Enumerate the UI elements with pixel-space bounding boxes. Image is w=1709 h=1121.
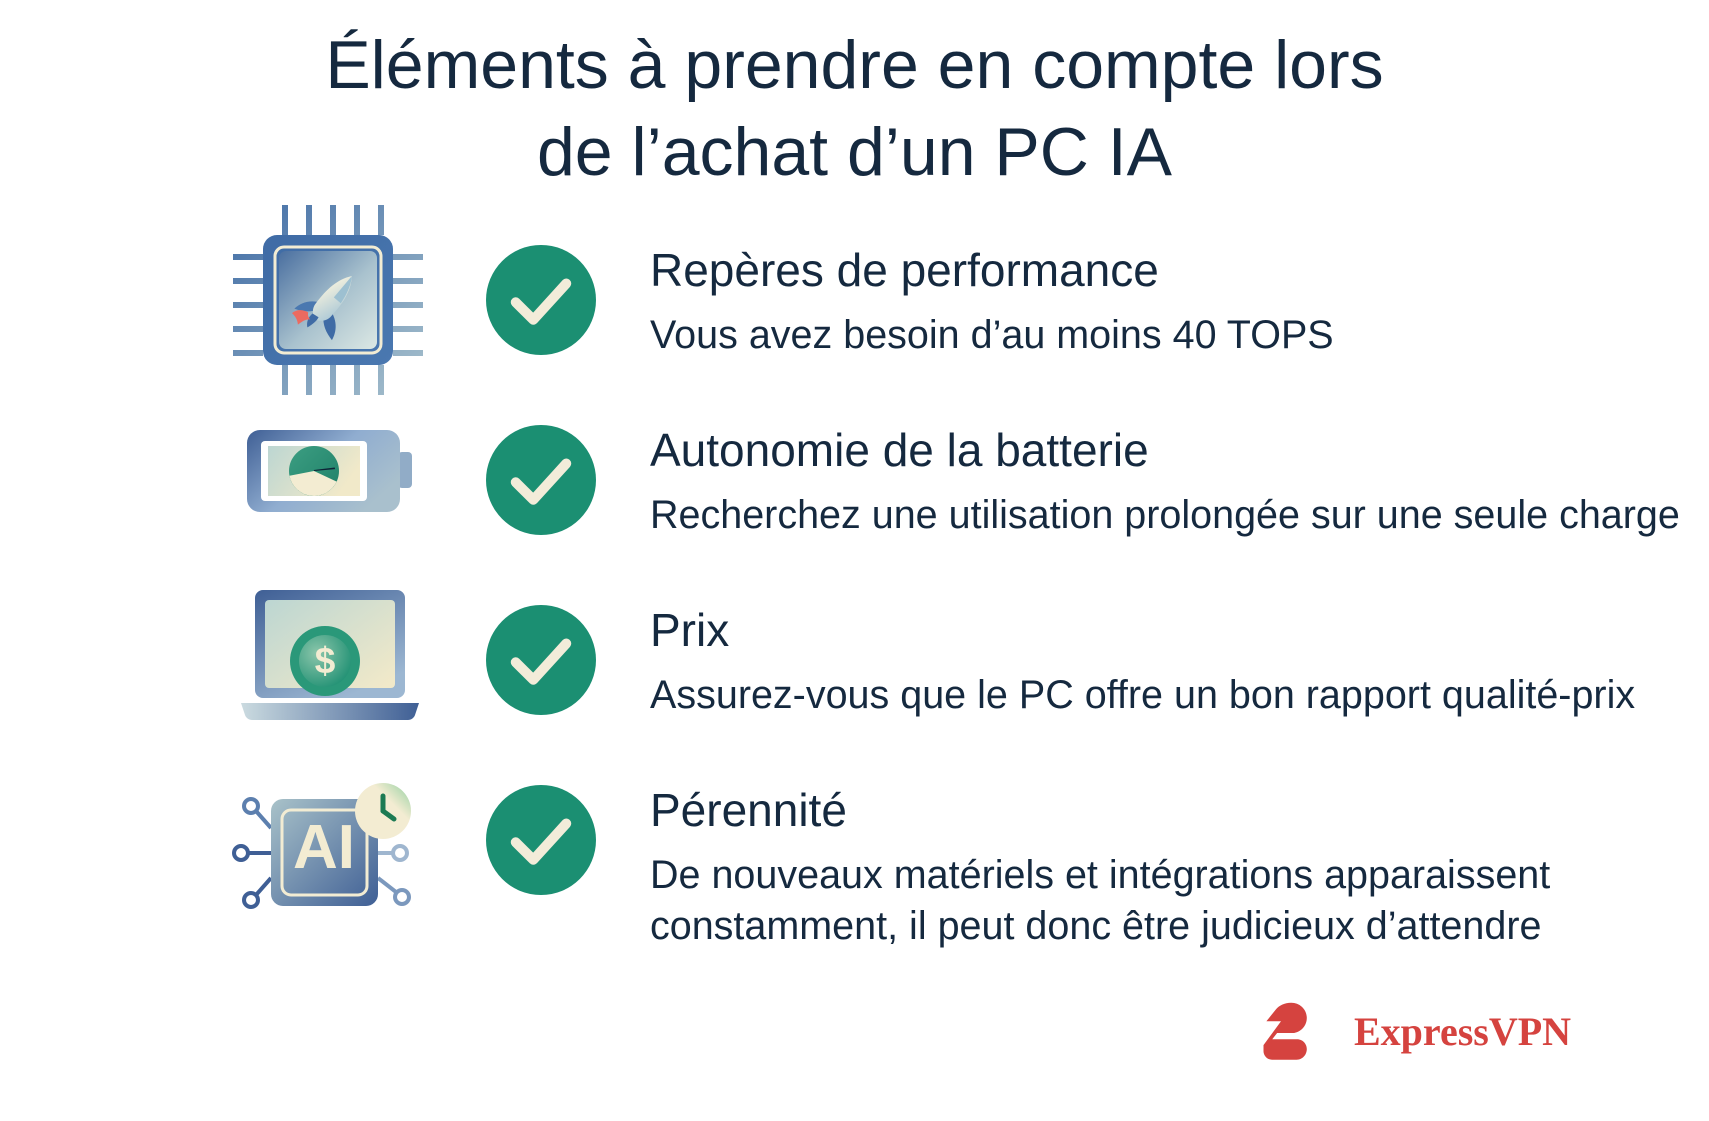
svg-text:$: $ xyxy=(315,640,336,681)
svg-text:AI: AI xyxy=(293,813,355,882)
